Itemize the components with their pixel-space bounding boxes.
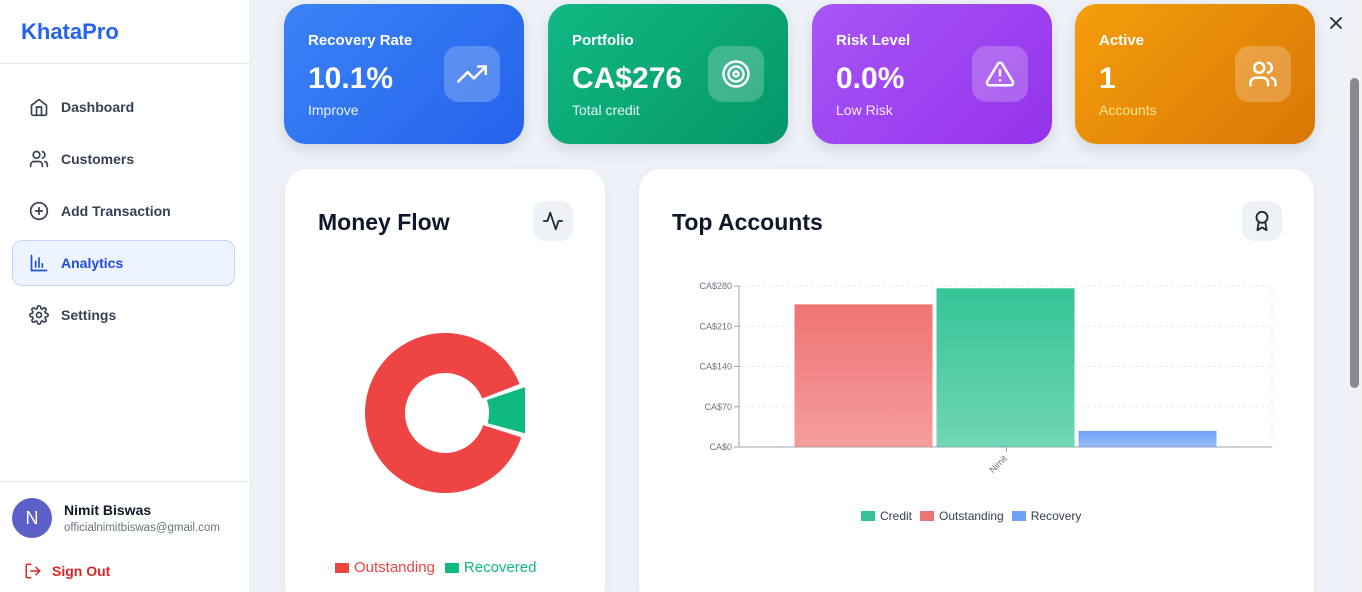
users-icon (29, 149, 49, 169)
stat-title: Recovery Rate (308, 32, 413, 49)
sidebar: KhataPro Dashboard Customers Add Transac… (0, 0, 251, 592)
panel-title: Top Accounts (672, 209, 823, 235)
divider (0, 481, 251, 482)
logout-icon (24, 562, 42, 580)
target-icon (708, 46, 764, 102)
scrollbar-thumb[interactable] (1350, 78, 1359, 388)
users-icon (1235, 46, 1291, 102)
y-tick-label: CA$140 (699, 362, 732, 372)
legend-label: Credit (880, 509, 913, 523)
bar-chart-icon (29, 253, 49, 273)
avatar: N (12, 498, 52, 538)
x-tick-label: Nimit (987, 453, 1009, 475)
user-profile[interactable]: N Nimit Biswas officialnimitbiswas@gmail… (12, 498, 220, 538)
stat-subtitle: Total credit (572, 102, 640, 118)
y-tick-label: CA$280 (699, 281, 732, 291)
bar-recovery[interactable] (1078, 430, 1217, 447)
donut-slice-recovered[interactable] (486, 387, 525, 434)
stat-subtitle: Low Risk (836, 102, 893, 118)
donut-slice-outstanding[interactable] (365, 333, 522, 493)
stat-value: 10.1% (308, 62, 394, 95)
stat-card-recovery-rate: Recovery Rate 10.1% Improve (284, 4, 524, 144)
plus-circle-icon (29, 201, 49, 221)
panel-title: Money Flow (318, 209, 450, 235)
top-accounts-panel: Top Accounts CA$0 CA$70 CA$140 CA$210 CA$280… (639, 169, 1314, 592)
alert-triangle-icon (972, 46, 1028, 102)
sidebar-item-add-transaction[interactable]: Add Transaction (12, 188, 235, 234)
bar-legend: Credit Outstanding Recovery (861, 509, 1089, 523)
activity-icon[interactable] (533, 201, 573, 241)
trending-up-icon (444, 46, 500, 102)
legend-item-recovery[interactable]: Recovery (1011, 509, 1082, 523)
legend-item-credit[interactable]: Credit (861, 509, 912, 523)
user-name: Nimit Biswas (64, 502, 152, 518)
sidebar-item-dashboard[interactable]: Dashboard (12, 84, 235, 130)
y-tick-label: CA$70 (704, 402, 732, 412)
stat-title: Risk Level (836, 32, 911, 49)
sidebar-item-label: Customers (61, 151, 135, 167)
sidebar-item-label: Settings (61, 307, 117, 323)
donut-chart (365, 333, 525, 493)
sidebar-nav: Dashboard Customers Add Transaction Anal… (12, 84, 235, 344)
legend-swatch (1011, 511, 1026, 521)
home-icon (29, 97, 49, 117)
bar-chart: CA$0 CA$70 CA$140 CA$210 CA$280 Nimit (699, 281, 1273, 475)
sign-out-button[interactable]: Sign Out (24, 562, 110, 580)
legend-item-outstanding[interactable]: Outstanding (335, 559, 435, 576)
stat-card-portfolio: Portfolio CA$276 Total credit (548, 4, 788, 144)
bar-outstanding[interactable] (794, 304, 933, 447)
stat-value: 1 (1099, 62, 1116, 95)
gear-icon (29, 305, 49, 325)
legend-item-outstanding[interactable]: Outstanding (920, 509, 1004, 523)
sidebar-item-customers[interactable]: Customers (12, 136, 235, 182)
sidebar-item-analytics[interactable]: Analytics (12, 240, 235, 286)
legend-label: Outstanding (354, 559, 435, 576)
sidebar-item-label: Add Transaction (61, 203, 171, 219)
legend-swatch (861, 511, 875, 521)
sidebar-item-label: Dashboard (61, 99, 135, 115)
stat-title: Active (1099, 32, 1145, 49)
y-tick-label: CA$0 (709, 442, 732, 452)
bar-credit[interactable] (936, 288, 1075, 447)
legend-swatch (335, 562, 349, 573)
sidebar-item-settings[interactable]: Settings (12, 292, 235, 338)
award-icon[interactable] (1242, 201, 1282, 241)
sign-out-label: Sign Out (52, 563, 111, 579)
close-icon[interactable] (1327, 14, 1345, 32)
stat-card-active: Active 1 Accounts (1075, 4, 1315, 144)
legend-label: Recovery (1030, 509, 1082, 523)
stat-value: 0.0% (836, 62, 905, 95)
brand-logo[interactable]: KhataPro (21, 19, 119, 44)
legend-item-recovered[interactable]: Recovered (444, 559, 537, 576)
legend-swatch (444, 562, 459, 573)
donut-legend: Outstanding Recovered (335, 559, 546, 576)
stat-subtitle: Improve (308, 102, 359, 118)
stat-title: Portfolio (572, 32, 634, 49)
y-tick-label: CA$210 (699, 321, 732, 331)
legend-label: Recovered (463, 559, 537, 576)
divider (0, 63, 251, 64)
money-flow-panel: Money Flow Outstanding Recovered (285, 169, 605, 592)
stat-subtitle: Accounts (1099, 102, 1157, 118)
stat-card-risk-level: Risk Level 0.0% Low Risk (812, 4, 1052, 144)
legend-swatch (920, 511, 935, 521)
legend-label: Outstanding (939, 509, 1004, 523)
sidebar-item-label: Analytics (61, 255, 124, 271)
stat-value: CA$276 (572, 62, 683, 95)
user-email: officialnimitbiswas@gmail.com (64, 522, 220, 534)
